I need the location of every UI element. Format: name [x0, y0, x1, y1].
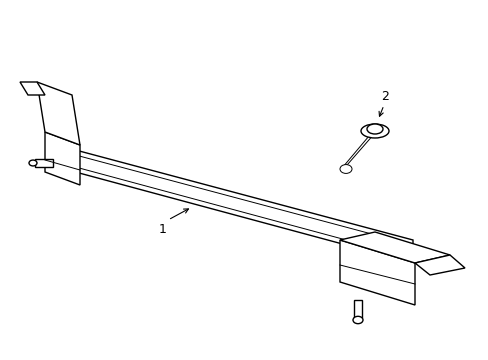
- Circle shape: [29, 160, 37, 166]
- Polygon shape: [339, 232, 449, 263]
- Polygon shape: [37, 82, 80, 145]
- Polygon shape: [339, 240, 414, 305]
- Polygon shape: [353, 300, 361, 318]
- Polygon shape: [45, 132, 80, 185]
- Circle shape: [352, 316, 362, 324]
- Polygon shape: [342, 129, 378, 168]
- Text: 2: 2: [380, 90, 388, 103]
- Polygon shape: [20, 82, 45, 95]
- Text: 1: 1: [159, 224, 166, 237]
- Polygon shape: [414, 255, 464, 275]
- Ellipse shape: [360, 124, 388, 138]
- Ellipse shape: [366, 124, 382, 134]
- Circle shape: [339, 165, 351, 174]
- Polygon shape: [68, 148, 412, 263]
- Polygon shape: [35, 159, 53, 167]
